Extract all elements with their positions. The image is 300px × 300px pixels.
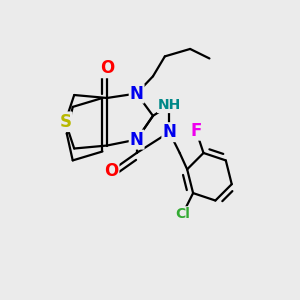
- Text: O: O: [104, 162, 118, 180]
- Text: N: N: [130, 85, 144, 103]
- Text: O: O: [100, 59, 114, 77]
- Text: NH: NH: [158, 98, 181, 112]
- Text: N: N: [162, 123, 176, 141]
- Text: F: F: [190, 122, 202, 140]
- Text: N: N: [130, 130, 144, 148]
- Text: Cl: Cl: [175, 207, 190, 221]
- Text: S: S: [59, 113, 71, 131]
